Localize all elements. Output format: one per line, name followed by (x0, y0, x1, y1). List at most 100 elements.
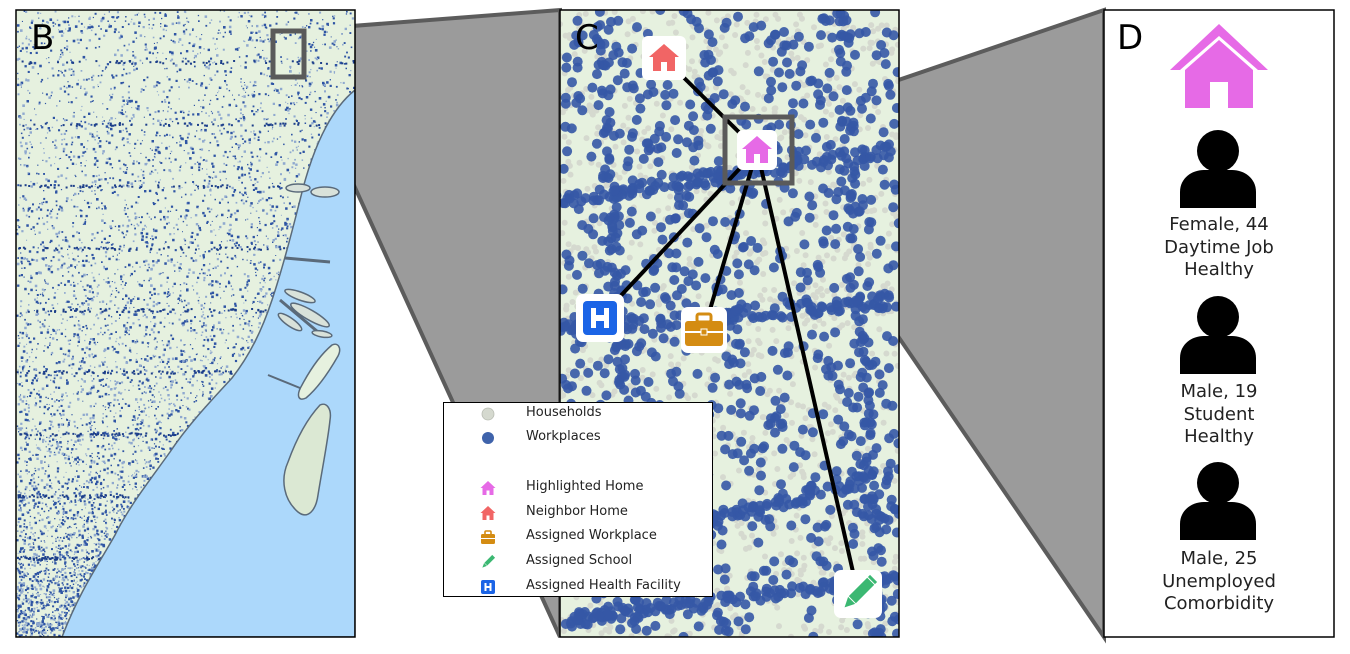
workplace-point (611, 241, 622, 252)
workplace-point (821, 225, 832, 236)
workplace-point (634, 93, 645, 104)
person-occupation: Student (1183, 403, 1255, 425)
workplace-point (772, 364, 783, 375)
household-point (560, 230, 566, 237)
workplace-point (816, 30, 826, 41)
workplace-point (813, 78, 824, 89)
workplace-point (601, 172, 612, 183)
household-point (815, 254, 822, 261)
causeway (284, 256, 331, 264)
workplace-point (876, 632, 887, 637)
workplace-point (801, 145, 811, 156)
workplace-point (627, 131, 637, 142)
household-point (749, 435, 756, 441)
person-sex-age: Male, 19 (1180, 381, 1258, 402)
workplace-point (827, 149, 838, 160)
workplace-point (706, 55, 716, 65)
household-point (793, 346, 800, 353)
workplace-point (855, 372, 866, 382)
household-point (875, 109, 882, 115)
legend-item-households: Households (444, 403, 712, 425)
workplace-point (791, 80, 802, 91)
household-point (839, 97, 846, 104)
household-point (589, 44, 595, 51)
panel-b-frame (15, 9, 356, 638)
workplace-point (685, 99, 696, 110)
household-point (840, 371, 847, 378)
workplace-point (671, 148, 682, 158)
workplace-point (850, 49, 860, 60)
workplace-point (823, 160, 833, 171)
household-point (863, 629, 869, 636)
household-point (812, 221, 819, 228)
house-icon (480, 506, 496, 520)
household-point (793, 512, 800, 519)
workplace-point (634, 341, 645, 352)
workplace-point (761, 501, 772, 511)
household-point (800, 403, 806, 410)
workplace-point (687, 269, 698, 280)
workplace-point (795, 267, 806, 278)
household-point (789, 381, 796, 388)
workplace-point (720, 563, 731, 574)
workplace-point (707, 382, 718, 393)
workplace-point (806, 605, 817, 616)
zoom-box-c (722, 114, 795, 186)
household-point (869, 60, 876, 67)
household-point (691, 392, 698, 399)
household-point (788, 399, 795, 406)
workplace-point (668, 376, 678, 387)
workplace-point (572, 56, 583, 67)
household-point (695, 293, 702, 300)
workplace-point (828, 210, 839, 221)
workplace-point (678, 10, 689, 17)
household-point (800, 474, 807, 481)
household-point (755, 352, 762, 359)
workplace-point (694, 77, 705, 88)
workplace-point (618, 184, 629, 195)
household-point (822, 108, 829, 115)
household-point (649, 371, 656, 378)
workplace-point (815, 267, 826, 278)
household-point (588, 93, 595, 100)
workplace-point (893, 464, 899, 475)
workplace-point (803, 613, 814, 623)
workplace-point (834, 104, 845, 115)
hospital-icon (481, 580, 495, 594)
household-point (799, 468, 806, 475)
workplace-point (852, 402, 863, 413)
workplace-point (779, 27, 789, 37)
workplace-point (893, 438, 899, 449)
workplace-point (891, 241, 899, 252)
workplace-point (813, 349, 824, 360)
workplace-point (720, 444, 731, 455)
workplace-point (888, 336, 899, 346)
workplace-point (818, 577, 829, 588)
household-point (885, 230, 892, 237)
household-point (755, 326, 762, 332)
workplace-point (806, 532, 817, 543)
household-point (581, 47, 588, 54)
workplace-point (863, 501, 873, 512)
workplace-point (733, 616, 744, 627)
household-point (637, 172, 644, 179)
person-caption-3: Male, 25 Unemployed Comorbidity (1104, 548, 1334, 616)
workplace-point (569, 190, 580, 201)
household-point (797, 534, 804, 541)
workplace-point (614, 377, 624, 388)
household-point (860, 180, 867, 187)
workplace-point (755, 386, 766, 396)
household-point (749, 106, 756, 112)
household-point (824, 288, 831, 294)
household-point (703, 222, 710, 229)
household-point (565, 241, 572, 248)
household-point (812, 282, 819, 289)
workplace-point (561, 52, 572, 63)
household-point (812, 294, 819, 301)
household-point (587, 602, 594, 609)
workplace-point (622, 82, 633, 93)
workplace-point (653, 157, 664, 168)
workplace-point (824, 67, 835, 78)
workplace-point (841, 483, 852, 494)
workplace-point (853, 244, 864, 254)
